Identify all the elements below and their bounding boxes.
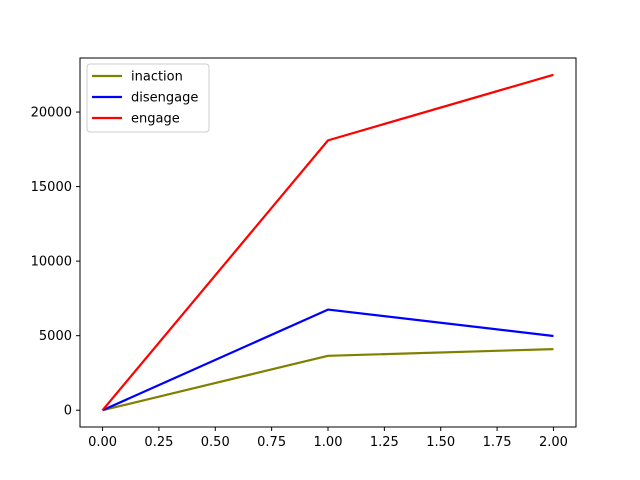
plot-lines [101, 73, 554, 412]
x-tick-label: 0.00 [88, 435, 117, 450]
x-tick-label: 0.75 [257, 435, 286, 450]
x-tick-label: 1.25 [370, 435, 399, 450]
legend-box [86, 63, 210, 133]
series-line-inaction [102, 348, 554, 412]
legend-label-inaction: inaction [131, 70, 183, 85]
series-line-disengage [102, 308, 554, 412]
y-tick-label: 0 [64, 404, 72, 419]
y-tick-label: 10000 [31, 255, 72, 270]
x-tick-label: 1.50 [426, 435, 455, 450]
x-tick-label: 1.75 [483, 435, 512, 450]
x-axis: 0.00 0.25 0.50 0.75 1.00 1.25 1.50 1.75 2.00 [88, 427, 568, 450]
x-tick-label: 0.50 [201, 435, 230, 450]
legend-label-engage: engage [131, 112, 180, 127]
x-tick-label: 1.00 [314, 435, 343, 450]
y-tick-label: 15000 [31, 180, 72, 195]
y-axis: 0 5000 10000 15000 20000 [31, 106, 80, 419]
legend: inaction disengage engage [86, 63, 210, 133]
x-tick-label: 2.00 [539, 435, 568, 450]
series-line-engage [101, 73, 554, 411]
y-tick-label: 5000 [39, 329, 72, 344]
y-tick-label: 20000 [31, 106, 72, 121]
x-tick-label: 0.25 [144, 435, 173, 450]
legend-label-disengage: disengage [131, 91, 198, 106]
